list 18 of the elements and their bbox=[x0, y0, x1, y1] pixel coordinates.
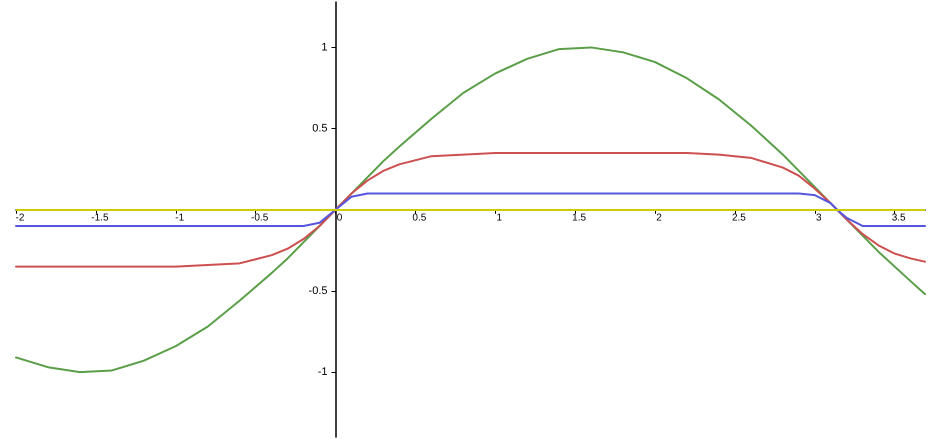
x-tick-label: -2 bbox=[16, 212, 25, 224]
x-tick-label: 0.5 bbox=[412, 212, 427, 224]
x-tick-label: 2 bbox=[656, 212, 662, 224]
x-tick-label: 1.5 bbox=[572, 212, 587, 224]
y-tick-label: 1 bbox=[321, 41, 328, 54]
y-tick-label: -1 bbox=[318, 366, 328, 378]
x-tick-label: 0 bbox=[336, 212, 343, 224]
y-tick-label: -0.5 bbox=[308, 284, 328, 297]
x-tick-label: -0.5 bbox=[251, 212, 269, 224]
line-series bbox=[15, 152, 926, 268]
x-tick-label: 2.5 bbox=[732, 212, 746, 224]
x-tick-label: -1 bbox=[175, 212, 185, 224]
x-tick-label: -1.5 bbox=[91, 212, 109, 224]
x-tick-label: 3.5 bbox=[892, 212, 906, 224]
x-tick-label: 1 bbox=[496, 212, 502, 224]
x-tick-label: 3 bbox=[816, 212, 822, 224]
line-series bbox=[15, 192, 926, 227]
y-tick-label: 0.5 bbox=[312, 122, 328, 135]
